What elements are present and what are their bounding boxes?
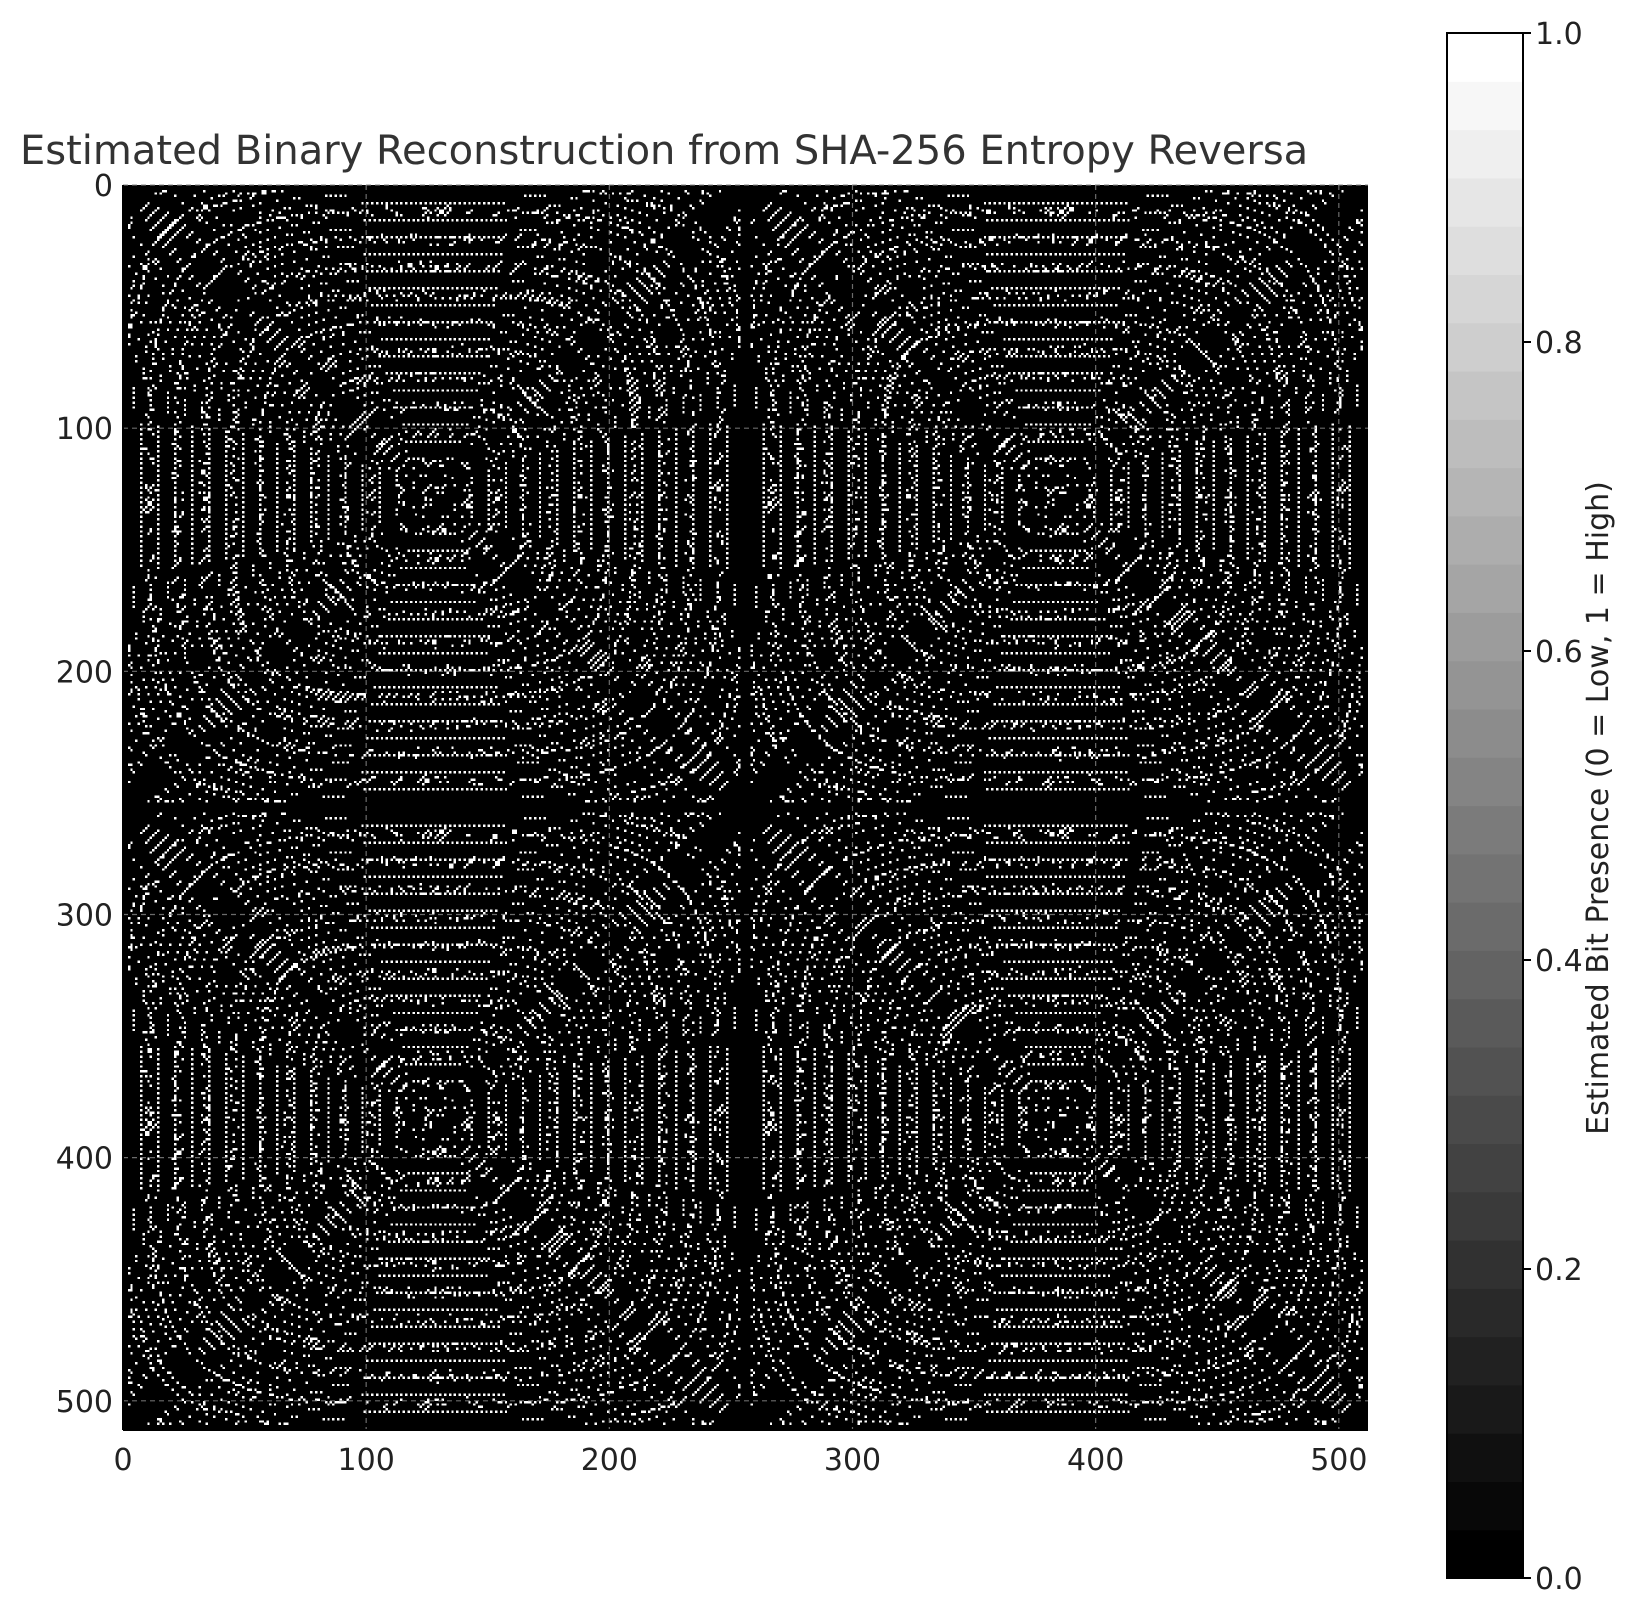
colorbar-level	[1447, 1046, 1523, 1096]
y-tick-label: 200	[56, 655, 113, 690]
colorbar-level	[1447, 467, 1523, 517]
colorbar-level	[1447, 1240, 1523, 1289]
colorbar-level	[1447, 1143, 1523, 1193]
colorbar-level	[1447, 177, 1523, 227]
colorbar-level	[1447, 226, 1523, 276]
y-tick-label: 100	[56, 412, 113, 447]
colorbar-tick-label: 0.2	[1535, 1253, 1583, 1288]
colorbar-level	[1447, 998, 1523, 1048]
colorbar-level	[1447, 33, 1523, 82]
colorbar-level	[1447, 564, 1523, 613]
colorbar-tick-label: 0.4	[1535, 944, 1583, 979]
heatmap-image	[123, 185, 1368, 1430]
colorbar-tick-label: 0.6	[1535, 635, 1583, 670]
y-tick-label: 300	[56, 898, 113, 933]
axes	[122, 185, 1368, 1431]
colorbar-level	[1447, 419, 1523, 469]
x-tick-label: 200	[581, 1443, 638, 1478]
colorbar-frame	[1446, 32, 1524, 1579]
x-tick-label: 0	[113, 1443, 132, 1478]
x-tick-label: 100	[338, 1443, 395, 1478]
x-tick-label: 400	[1067, 1443, 1124, 1478]
y-tick-label: 0	[94, 169, 113, 204]
colorbar-level	[1447, 322, 1523, 372]
colorbar-level	[1447, 805, 1523, 855]
colorbar-ticks: 0.0 0.2 0.4 0.6 0.8 1.0	[1523, 17, 1583, 1597]
colorbar-level	[1447, 370, 1523, 420]
colorbar-level	[1447, 274, 1523, 324]
colorbar-tick-label: 0.0	[1535, 1562, 1583, 1597]
colorbar-tick-label: 1.0	[1535, 17, 1583, 52]
colorbar-gradient	[1446, 32, 1524, 1579]
colorbar-level	[1447, 1191, 1523, 1241]
x-tick-label: 500	[1310, 1443, 1367, 1478]
colorbar-level	[1447, 708, 1523, 758]
colorbar-level	[1447, 1384, 1523, 1434]
colorbar-level	[1447, 612, 1523, 662]
y-axis-ticks: 0 100 200 300 400 500	[56, 169, 113, 1420]
colorbar-level	[1447, 902, 1523, 951]
colorbar-level	[1447, 757, 1523, 807]
colorbar-level	[1447, 515, 1523, 565]
colorbar-level	[1447, 1288, 1523, 1338]
colorbar-level	[1447, 1481, 1523, 1531]
colorbar-level	[1447, 1529, 1523, 1579]
colorbar-level	[1447, 950, 1523, 1000]
colorbar-level	[1447, 129, 1523, 179]
colorbar-tick-label: 0.8	[1535, 326, 1583, 361]
grid-lines	[122, 184, 1368, 1430]
heatmap-cells	[123, 185, 1368, 1430]
colorbar-label: Estimated Bit Presence (0 = Low, 1 = Hig…	[1581, 481, 1616, 1135]
chart-title: Estimated Binary Reconstruction from SHA…	[20, 128, 1309, 174]
x-tick-label: 300	[824, 1443, 881, 1478]
colorbar-level	[1447, 81, 1523, 131]
colorbar-level	[1447, 853, 1523, 903]
colorbar-level	[1447, 660, 1523, 710]
colorbar-level	[1447, 1336, 1523, 1386]
y-tick-label: 500	[56, 1385, 113, 1420]
colorbar-level	[1447, 1095, 1523, 1145]
y-tick-label: 400	[56, 1142, 113, 1177]
colorbar-level	[1447, 1433, 1523, 1483]
x-axis-ticks: 0 100 200 300 400 500	[113, 1443, 1367, 1478]
